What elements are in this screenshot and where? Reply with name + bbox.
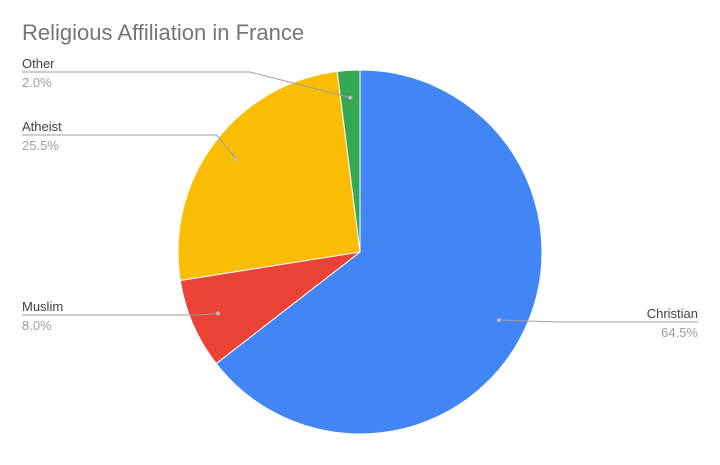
pie-slice-other — [336, 69, 361, 253]
slice-value-muslim: 8.0% — [22, 318, 52, 333]
slice-label-christian: Christian — [647, 306, 698, 321]
leader-line-other — [22, 71, 351, 99]
leader-dot-christian — [496, 318, 501, 323]
leader-line-muslim — [22, 312, 219, 316]
chart-title: Religious Affiliation in France — [22, 20, 305, 45]
pie-slices — [177, 69, 543, 435]
leader-dot-muslim — [216, 311, 221, 316]
leader-dot-other — [348, 95, 353, 100]
pie-slice-atheist — [177, 70, 361, 282]
pie-slice-christian — [215, 69, 543, 435]
slice-label-muslim: Muslim — [22, 299, 63, 314]
slice-value-other: 2.0% — [22, 75, 52, 90]
slice-label-atheist: Atheist — [22, 119, 62, 134]
slice-value-atheist: 25.5% — [22, 138, 59, 153]
leader-dot-atheist — [234, 157, 239, 162]
slice-value-christian: 64.5% — [661, 325, 698, 340]
slice-label-other: Other — [22, 56, 55, 71]
leader-line-atheist — [22, 134, 237, 160]
pie-slice-muslim — [179, 251, 361, 365]
pie-labels: Christian 64.5% Muslim 8.0% Atheist 25.5% Othe… — [22, 56, 698, 340]
leader-line-christian — [498, 319, 698, 323]
